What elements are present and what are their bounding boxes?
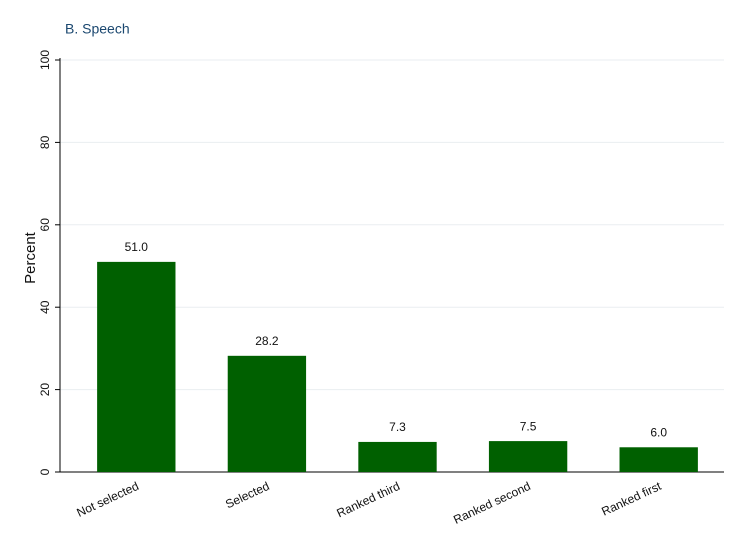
y-tick-label: 0 xyxy=(38,468,52,475)
value-label: 51.0 xyxy=(125,240,149,254)
bar xyxy=(358,441,437,472)
value-label: 28.2 xyxy=(255,334,279,348)
bar xyxy=(227,355,307,472)
y-axis-label: Percent xyxy=(22,231,39,284)
value-label: 7.5 xyxy=(520,419,537,433)
value-label: 6.0 xyxy=(650,425,667,439)
value-label: 7.3 xyxy=(389,420,406,434)
y-tick-label: 40 xyxy=(38,300,52,314)
y-tick-label: 20 xyxy=(38,383,52,397)
y-tick-label: 80 xyxy=(38,135,52,149)
bar xyxy=(97,261,176,472)
bar xyxy=(619,447,698,472)
y-tick-label: 60 xyxy=(38,218,52,232)
y-tick-label: 100 xyxy=(38,50,52,70)
chart-title: B. Speech xyxy=(65,21,130,37)
bar xyxy=(488,441,568,472)
